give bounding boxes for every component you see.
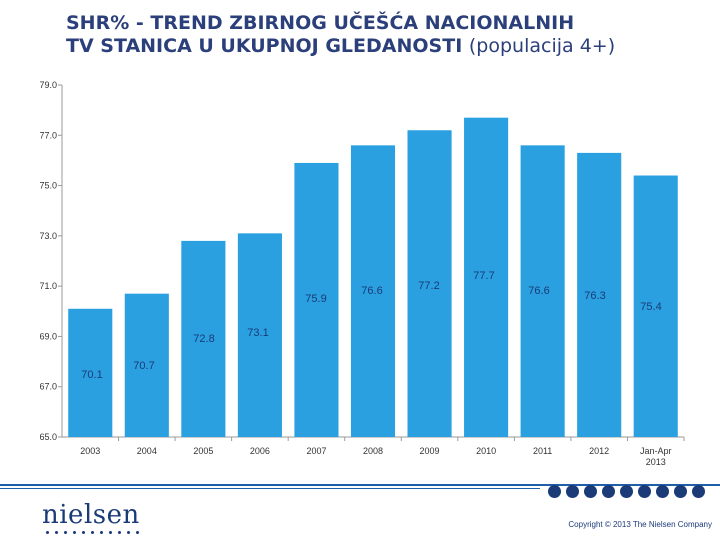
- footer-dot: [602, 485, 615, 498]
- logo-dot: [64, 531, 67, 534]
- logo-dot: [73, 531, 76, 534]
- bar-chart: 79.0 77.0 75.0 73.0 71.0 69.0 67.0 65.0 2003 2004…: [0, 0, 720, 480]
- x-tick-label: 2006: [250, 446, 270, 456]
- logo-dot: [55, 531, 58, 534]
- footer-divider-thin: [0, 488, 540, 489]
- y-tick-label: 73.0: [39, 231, 57, 241]
- x-tick-label: 2009: [420, 446, 440, 456]
- logo-dot: [82, 531, 85, 534]
- footer-dot: [692, 485, 705, 498]
- footer-dot: [584, 485, 597, 498]
- x-tick-label: 2005: [193, 446, 213, 456]
- x-tick-label: 2008: [363, 446, 383, 456]
- footer-dot: [620, 485, 633, 498]
- data-label: 76.6: [528, 285, 549, 297]
- data-label: 70.7: [133, 360, 154, 372]
- x-tick-label: 2007: [306, 446, 326, 456]
- data-label: 70.1: [81, 369, 102, 381]
- logo-dot: [91, 531, 94, 534]
- footer-dot: [548, 485, 561, 498]
- x-tick-label: Jan-Apr: [640, 446, 672, 456]
- logo-dot: [127, 531, 130, 534]
- copyright-text: Copyright © 2013 The Nielsen Company: [568, 520, 712, 529]
- x-tick-label: 2004: [137, 446, 157, 456]
- footer-dot: [656, 485, 669, 498]
- x-tick-label: 2012: [589, 446, 609, 456]
- data-label: 75.4: [640, 301, 661, 313]
- y-tick-label: 71.0: [39, 281, 57, 291]
- logo-dot: [109, 531, 112, 534]
- y-tick-label: 69.0: [39, 331, 57, 341]
- footer-dot: [566, 485, 579, 498]
- data-label: 76.3: [584, 290, 605, 302]
- y-tick-label: 75.0: [39, 181, 57, 191]
- footer-dot: [638, 485, 651, 498]
- logo-dot: [118, 531, 121, 534]
- y-tick-label: 65.0: [39, 432, 57, 442]
- nielsen-logo: nielsen: [42, 500, 140, 530]
- y-tick-label: 77.0: [39, 130, 57, 140]
- footer-dot: [674, 485, 687, 498]
- x-tick-label: 2003: [80, 446, 100, 456]
- x-tick-label: 2013: [646, 457, 666, 467]
- x-tick-label: 2010: [476, 446, 496, 456]
- data-label: 75.9: [305, 293, 326, 305]
- footer-dots: [548, 485, 705, 498]
- data-label: 72.8: [193, 333, 214, 345]
- data-label: 76.6: [361, 285, 382, 297]
- logo-dot: [46, 531, 49, 534]
- data-label: 73.1: [247, 327, 268, 339]
- logo-dot: [136, 531, 139, 534]
- logo-dot: [100, 531, 103, 534]
- y-tick-label: 79.0: [39, 80, 57, 90]
- x-tick-label: 2011: [533, 446, 552, 456]
- y-tick-label: 67.0: [39, 382, 57, 392]
- nielsen-logo-dots: [46, 531, 139, 534]
- data-label: 77.2: [418, 280, 439, 292]
- data-label: 77.7: [473, 270, 494, 282]
